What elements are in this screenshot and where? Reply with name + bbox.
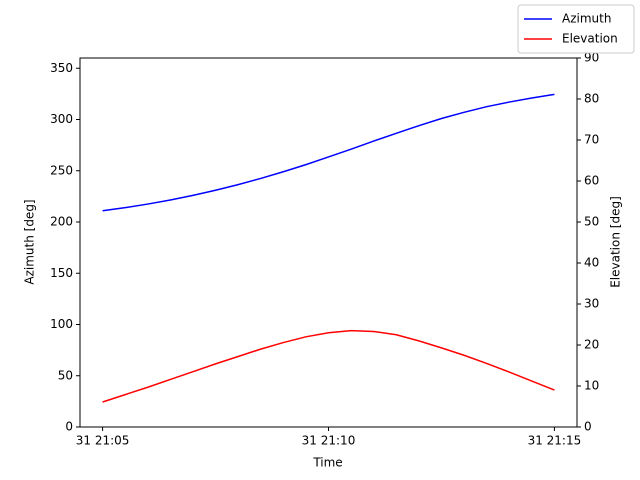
legend-box <box>517 4 635 54</box>
y2-tick-label: 50 <box>584 215 599 229</box>
y-tick-label: 100 <box>50 317 73 331</box>
y2-tick-label: 70 <box>584 133 599 147</box>
legend-label: Elevation <box>562 32 618 46</box>
x-tick-label: 31 21:05 <box>76 434 130 448</box>
y-tick-label: 300 <box>50 112 73 126</box>
y-tick-label: 350 <box>50 61 73 75</box>
x-axis-label: Time <box>312 456 342 470</box>
y2-tick-label: 80 <box>584 92 599 106</box>
y2-tick-label: 10 <box>584 379 599 393</box>
y2-tick-label: 90 <box>584 51 599 65</box>
y-tick-label: 0 <box>65 420 73 434</box>
y-tick-label: 250 <box>50 163 73 177</box>
y2-axis-label: Elevation [deg] <box>609 196 623 288</box>
y-tick-label: 50 <box>58 368 73 382</box>
y-axis-label: Azimuth [deg] <box>23 199 37 284</box>
plot-frame <box>79 57 578 428</box>
y2-tick-label: 20 <box>584 338 599 352</box>
data-line <box>102 93 555 212</box>
y-tick-label: 150 <box>50 266 73 280</box>
x-tick-label: 31 21:15 <box>528 434 582 448</box>
data-line <box>102 329 555 403</box>
x-tick-label: 31 21:10 <box>302 434 356 448</box>
legend-label: Azimuth <box>562 12 611 26</box>
y2-tick-label: 30 <box>584 297 599 311</box>
y2-tick-label: 0 <box>584 420 592 434</box>
y2-tick-label: 40 <box>584 256 599 270</box>
y-tick-label: 200 <box>50 215 73 229</box>
y2-tick-label: 60 <box>584 174 599 188</box>
